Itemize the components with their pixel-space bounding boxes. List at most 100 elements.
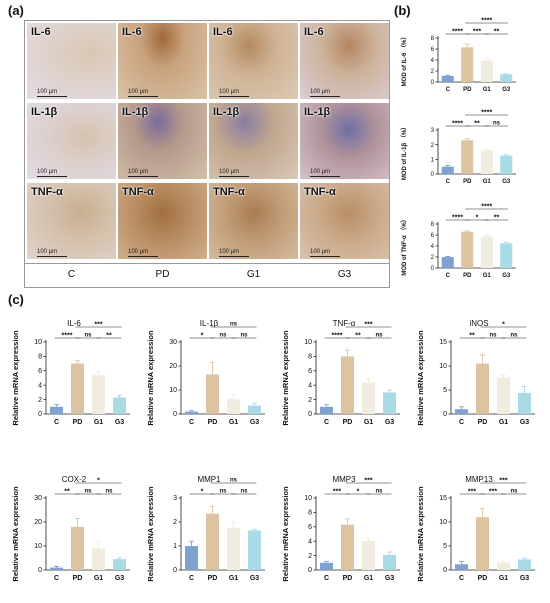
y-tick-label: 0 [38,411,42,418]
significance-label: *** [499,478,507,485]
y-tick-label: 5 [443,543,447,550]
x-tick-label: G3 [115,419,124,426]
significance-label: ns [219,489,227,495]
bar-g1 [361,540,376,570]
histology-image-grid: IL-6 100 μm IL-6 100 μm IL-6 100 μm IL-6… [24,20,390,288]
histology-image: TNF-α 100 μm [300,183,389,259]
significance-label: ** [474,121,480,128]
bar-c [184,411,199,414]
y-tick-label: 2 [308,397,312,404]
chart-mrna-mmp1: MMP1 Relative mRNA expression 0 1 2 3 C PD G1 G3 *… [146,475,265,582]
significance-label: ns [493,121,501,127]
y-tick-label: 8 [308,354,312,361]
x-tick-label: G1 [499,575,508,582]
bar-g3 [500,155,513,174]
bar-g1 [91,375,106,414]
bar-pd [461,231,474,268]
y-tick-label: 6 [308,368,312,375]
significance-label: **** [452,215,463,222]
x-tick-label: C [324,419,329,426]
tile-label: TNF-α [213,186,245,198]
significance-label: ** [106,333,112,340]
chart-title: COX-2 [62,475,87,484]
scale-bar: 100 μm [37,89,68,97]
significance-label: ns [230,322,238,328]
x-tick-label: G3 [250,575,259,582]
y-tick-label: 3 [431,128,435,134]
y-axis-label: Relative mRNA expression [146,486,155,582]
bar-g1 [480,236,493,268]
histology-image: IL-1β 100 μm [27,103,116,179]
significance-label: ns [510,489,518,495]
y-tick-label: 1 [431,158,435,164]
tile-label: IL-6 [122,26,142,38]
x-tick-label: C [54,575,59,582]
scale-bar: 100 μm [219,249,250,257]
tile-label: TNF-α [304,186,336,198]
y-tick-label: 0 [38,567,42,574]
y-tick-label: 10 [169,387,177,394]
histology-image: IL-6 100 μm [209,23,298,99]
x-tick-label: G3 [250,419,259,426]
y-tick-label: 30 [169,339,177,346]
bar-pd [205,374,220,414]
tile-label: TNF-α [31,186,63,198]
bar-g1 [91,548,106,570]
chart-mrna-inos: iNOS Relative mRNA expression 0 5 10 15 C PD G1 G… [416,319,535,426]
significance-label: ns [510,333,518,339]
y-tick-label: 4 [38,382,42,389]
significance-label: **** [481,110,492,117]
y-axis-label: Relative mRNA expression [416,486,425,582]
y-tick-label: 10 [304,495,312,502]
y-tick-label: 4 [431,58,435,64]
significance-label: ns [375,333,383,339]
significance-label: ** [494,215,500,222]
significance-label: *** [94,322,102,329]
x-tick-label: C [189,419,194,426]
group-label: G3 [337,269,352,280]
x-tick-label: PD [73,419,83,426]
bar-pd [205,513,220,570]
significance-label: ns [240,333,248,339]
x-tick-label: G1 [364,419,373,426]
bar-pd [461,140,474,174]
chart-title: IL-6 [67,319,81,328]
bar-c [184,546,199,570]
x-tick-label: C [189,575,194,582]
x-tick-label: PD [73,575,83,582]
bar-g3 [500,243,513,268]
significance-label: *** [468,489,476,496]
x-tick-label: PD [463,273,472,279]
y-tick-label: 3 [173,495,177,502]
significance-label: ns [375,489,383,495]
x-tick-label: C [446,273,451,279]
x-tick-label: C [446,179,451,185]
significance-label: *** [333,489,341,496]
y-axis-label: Relative mRNA expression [416,330,425,426]
bar-c [319,406,334,414]
histology-image: IL-1β 100 μm [300,103,389,179]
x-tick-label: C [459,419,464,426]
y-tick-label: 20 [169,363,177,370]
significance-label: **** [332,333,343,340]
y-tick-label: 6 [431,233,435,239]
bar-c [454,564,469,570]
bar-c [49,406,64,414]
x-tick-label: G1 [483,179,492,185]
chart-title: TNF-α [333,319,356,328]
significance-label: * [201,333,204,340]
significance-label: ns [489,333,497,339]
y-tick-label: 6 [38,368,42,375]
histology-image: IL-6 100 μm [300,23,389,99]
significance-label: ns [84,489,92,495]
significance-label: ns [219,333,227,339]
chart-title: MMP3 [332,475,356,484]
significance-label: *** [473,29,481,36]
chart-mrna-mmp3: MMP3 Relative mRNA expression 0 2 4 6 8 10 C PD G1… [281,475,400,582]
tile-label: IL-1β [31,106,58,118]
bar-g3 [517,392,532,414]
tile-label: TNF-α [122,186,154,198]
scale-bar: 100 μm [219,89,250,97]
chart-mrna-tnfa: TNF-α Relative mRNA expression 0 2 4 6 8 10 C PD G… [281,319,400,426]
